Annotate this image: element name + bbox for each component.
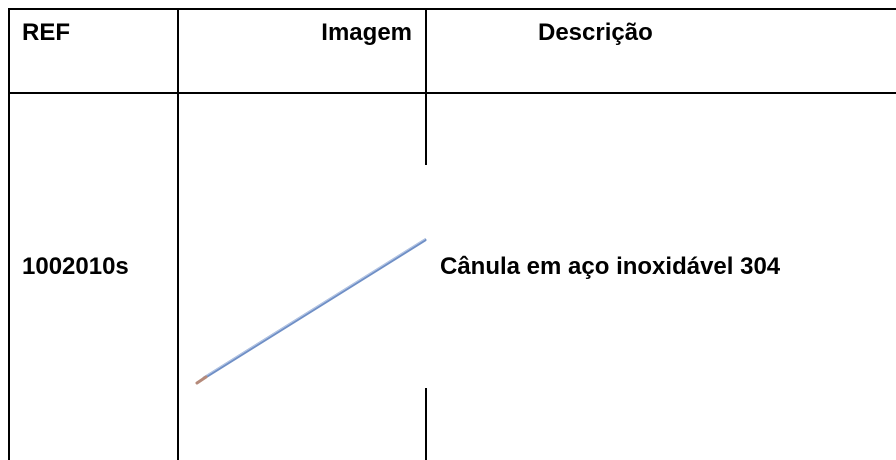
header-cell: REF — [22, 19, 70, 46]
cannula-image — [195, 238, 427, 385]
description-cell: Cânula em aço inoxidável 304 — [440, 253, 781, 280]
image-background — [190, 165, 435, 388]
ref-cell: 1002010s — [22, 253, 129, 280]
header-cell: Imagem — [321, 19, 412, 46]
header-cell: Descrição — [538, 19, 653, 46]
